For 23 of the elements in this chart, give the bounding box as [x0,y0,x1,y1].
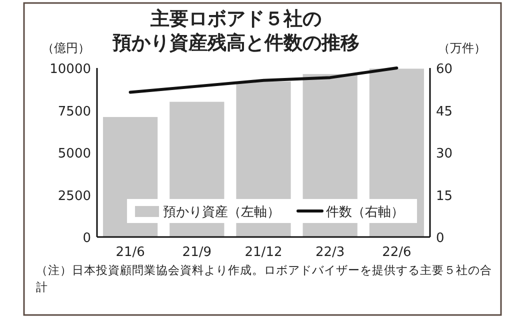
y-tick-label: 10000 [50,62,91,77]
y-tick-label: 0 [82,231,91,246]
chart-subtitle: 預かり資産残高と件数の推移 [112,32,360,54]
y2-tick-label: 15 [436,188,453,204]
legend-label: 件数（右軸） [326,205,404,220]
y2-axis-title: （万件） [438,41,486,55]
line-series [128,66,398,94]
y2-tick-label: 45 [436,104,453,120]
y-axis-title: （億円） [42,41,90,55]
x-tick-label: 21/9 [182,245,212,260]
x-tick-label: 22/3 [316,245,345,260]
y2-tick-label: 0 [436,231,444,246]
x-tick-label: 21/6 [116,245,145,260]
x-tick-label: 22/6 [382,245,412,260]
y-tick-label: 5000 [58,146,91,162]
legend-label: 預かり資産（左軸） [163,204,280,220]
text: （注）日本投資顧問業協会資料より作成。ロボアドバイザーを提供する主要５社の合計 [36,262,493,296]
chart-title: 主要ロボアド５社の [150,8,322,30]
y2-tick-label: 30 [436,146,453,162]
y-tick-label: 2500 [58,188,91,204]
x-tick-label: 21/12 [244,245,282,260]
y2-tick-label: 60 [436,62,453,77]
y-tick-label: 7500 [58,104,91,120]
